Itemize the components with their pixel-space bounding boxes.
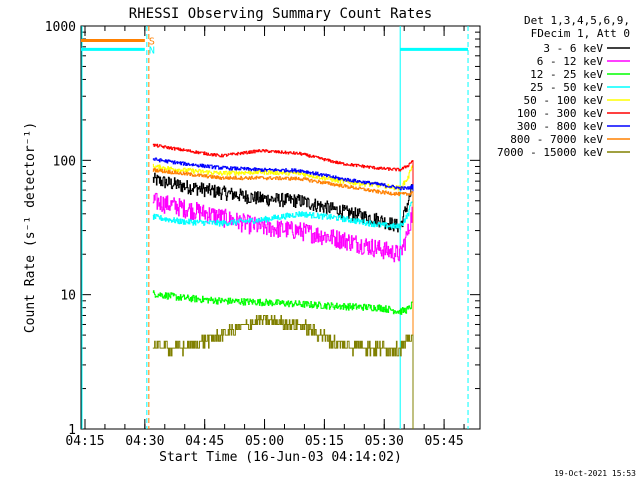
chart-title: RHESSI Observing Summary Count Rates xyxy=(129,6,432,22)
y-tick-label: 1 xyxy=(68,423,76,438)
x-tick-label: 05:30 xyxy=(365,434,404,449)
x-tick-label: 05:00 xyxy=(245,434,284,449)
legend-header: FDecim 1, Att 0 xyxy=(531,27,630,40)
x-tick-label: 04:45 xyxy=(185,434,224,449)
series-line-2 xyxy=(152,290,414,429)
legend-entry-label: 3 - 6 keV xyxy=(543,42,603,55)
series-line-4 xyxy=(152,163,414,429)
series-line-3 xyxy=(152,201,414,429)
flag-label-S: S xyxy=(149,36,155,47)
legend-entry-label: 100 - 300 keV xyxy=(517,107,603,120)
series-line-7 xyxy=(152,168,414,429)
x-tick-label: 05:15 xyxy=(305,434,344,449)
series-line-0 xyxy=(152,172,414,429)
x-tick-label: 05:45 xyxy=(425,434,464,449)
y-tick-label: 10 xyxy=(60,289,76,304)
series-line-8 xyxy=(152,315,414,429)
y-tick-label: 100 xyxy=(53,154,76,169)
legend-entry-label: 800 - 7000 keV xyxy=(510,133,603,146)
legend-entry-label: 6 - 12 keV xyxy=(537,55,604,68)
x-axis-label: Start Time (16-Jun-03 04:14:02) xyxy=(159,450,402,465)
series-line-5 xyxy=(152,143,414,429)
legend-entry-label: 12 - 25 keV xyxy=(530,68,603,81)
series-line-6 xyxy=(152,157,414,429)
y-axis-label: Count Rate (s⁻¹ detector⁻¹) xyxy=(23,122,38,333)
series-line-1 xyxy=(152,192,414,429)
x-tick-label: 04:30 xyxy=(125,434,164,449)
plot-frame xyxy=(80,25,481,430)
legend-entry-label: 300 - 800 keV xyxy=(517,120,603,133)
y-tick-label: 1000 xyxy=(45,20,76,35)
x-tick-label: 04:15 xyxy=(65,434,104,449)
timestamp: 19-Oct-2021 15:53 xyxy=(554,469,636,478)
legend-entry-label: 25 - 50 keV xyxy=(530,81,603,94)
flag-label-N: N xyxy=(149,45,155,56)
legend-header: Det 1,3,4,5,6,9, xyxy=(524,14,630,27)
legend-entry-label: 50 - 100 keV xyxy=(524,94,604,107)
legend-entry-label: 7000 - 15000 keV xyxy=(497,146,603,159)
